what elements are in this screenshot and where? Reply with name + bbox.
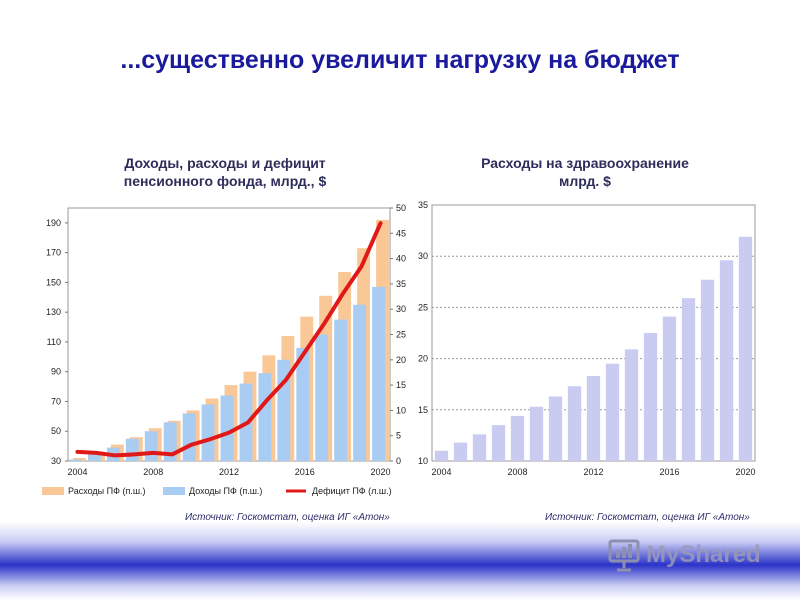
- income-bar: [69, 459, 82, 461]
- right-y-tick-label: 45: [396, 228, 406, 238]
- health-bar: [510, 415, 525, 461]
- slide-title: ...существенно увеличит нагрузку на бюдж…: [120, 46, 680, 74]
- health-bar: [643, 333, 658, 461]
- right-y-tick-label: 20: [396, 355, 406, 365]
- right-y-tick-label: 15: [396, 380, 406, 390]
- health-bar: [548, 396, 563, 461]
- logo: MyShared: [608, 538, 761, 572]
- right-chart-y-tick-label: 20: [418, 354, 428, 364]
- income-bar: [258, 373, 272, 461]
- left-y-tick-label: 110: [47, 337, 61, 347]
- income-bar: [144, 431, 158, 461]
- right-y-tick-label: 0: [396, 456, 401, 466]
- deficit-line: [75, 221, 383, 458]
- right-y-tick-label: 10: [396, 405, 406, 415]
- legend-swatch: [163, 487, 185, 495]
- health-bar: [529, 406, 544, 461]
- logo-text: MyShared: [646, 541, 761, 568]
- left-chart-source: Источник: Госкомстат, оценка ИГ «Атон»: [185, 512, 390, 523]
- health-bar: [491, 425, 506, 461]
- income-bar: [163, 422, 177, 461]
- health-bar: [605, 363, 620, 461]
- health-bar: [453, 442, 468, 461]
- health-bar: [700, 279, 715, 461]
- legend-label: Расходы ПФ (п.ш.): [68, 486, 146, 496]
- legend-label: Доходы ПФ (п.ш.): [189, 486, 262, 496]
- right-x-tick-label: 2012: [583, 467, 603, 477]
- health-bar: [586, 376, 601, 461]
- right-chart-y-tick-label: 15: [418, 405, 428, 415]
- left-y-tick-label: 170: [46, 248, 61, 258]
- income-bar: [201, 404, 215, 461]
- health-bar: [662, 316, 677, 461]
- footer-band: [0, 522, 800, 600]
- left-chart-title: Доходы, расходы и дефицит пенсионного фо…: [70, 154, 380, 190]
- health-bar: [472, 434, 487, 461]
- right-y-tick-label: 5: [396, 431, 401, 441]
- left-x-tick-label: 2008: [143, 467, 163, 477]
- right-y-tick-label: 30: [396, 304, 406, 314]
- left-x-tick-label: 2004: [67, 467, 87, 477]
- income-bar: [87, 453, 101, 461]
- right-y-tick-label: 25: [396, 330, 406, 340]
- right-y-tick-label: 35: [396, 279, 406, 289]
- right-x-tick-label: 2008: [507, 467, 527, 477]
- left-y-tick-label: 190: [46, 218, 61, 228]
- legend-label: Дефицит ПФ (л.ш.): [312, 486, 392, 496]
- right-y-tick-label: 40: [396, 254, 406, 264]
- health-bar: [434, 450, 449, 461]
- health-bar: [624, 349, 639, 461]
- right-chart-title-line2: млрд. $: [559, 173, 611, 189]
- left-x-tick-label: 2012: [219, 467, 239, 477]
- right-chart-y-tick-label: 25: [418, 302, 428, 312]
- left-x-tick-label: 2020: [371, 467, 391, 477]
- health-bar: [719, 260, 734, 461]
- right-x-tick-label: 2004: [431, 467, 451, 477]
- right-chart-source: Источник: Госкомстат, оценка ИГ «Атон»: [545, 512, 750, 523]
- right-x-tick-label: 2016: [659, 467, 679, 477]
- left-y-tick-label: 70: [51, 396, 61, 406]
- income-bar: [125, 438, 139, 461]
- right-x-tick-label: 2020: [735, 467, 755, 477]
- health-bar: [681, 298, 696, 461]
- left-chart-title-line1: Доходы, расходы и дефицит: [124, 155, 326, 171]
- right-chart-y-tick-label: 10: [418, 456, 428, 466]
- left-y-tick-label: 130: [46, 307, 61, 317]
- left-chart-title-line2: пенсионного фонда, млрд., $: [123, 173, 327, 189]
- left-y-tick-label: 90: [51, 367, 61, 377]
- right-chart-y-tick-label: 35: [418, 200, 428, 210]
- income-bar: [296, 347, 310, 461]
- right-y-tick-label: 50: [396, 203, 406, 213]
- income-bar: [220, 395, 234, 461]
- right-chart-title-line1: Расходы на здравоохранение: [481, 155, 689, 171]
- income-bar: [315, 334, 329, 461]
- presentation-screen-icon: [608, 539, 640, 572]
- legend-swatch: [42, 487, 64, 495]
- income-bar: [334, 319, 348, 461]
- left-y-tick-label: 30: [51, 456, 61, 466]
- health-bar: [567, 386, 582, 461]
- right-chart-title: Расходы на здравоохранение млрд. $: [420, 154, 750, 190]
- income-bar: [182, 413, 196, 461]
- left-y-tick-label: 150: [46, 277, 61, 287]
- left-x-tick-label: 2016: [295, 467, 315, 477]
- left-y-tick-label: 50: [51, 426, 61, 436]
- income-bar: [372, 286, 385, 461]
- right-chart-y-tick-label: 30: [418, 251, 428, 261]
- income-bar: [353, 304, 367, 461]
- health-bar: [738, 236, 753, 461]
